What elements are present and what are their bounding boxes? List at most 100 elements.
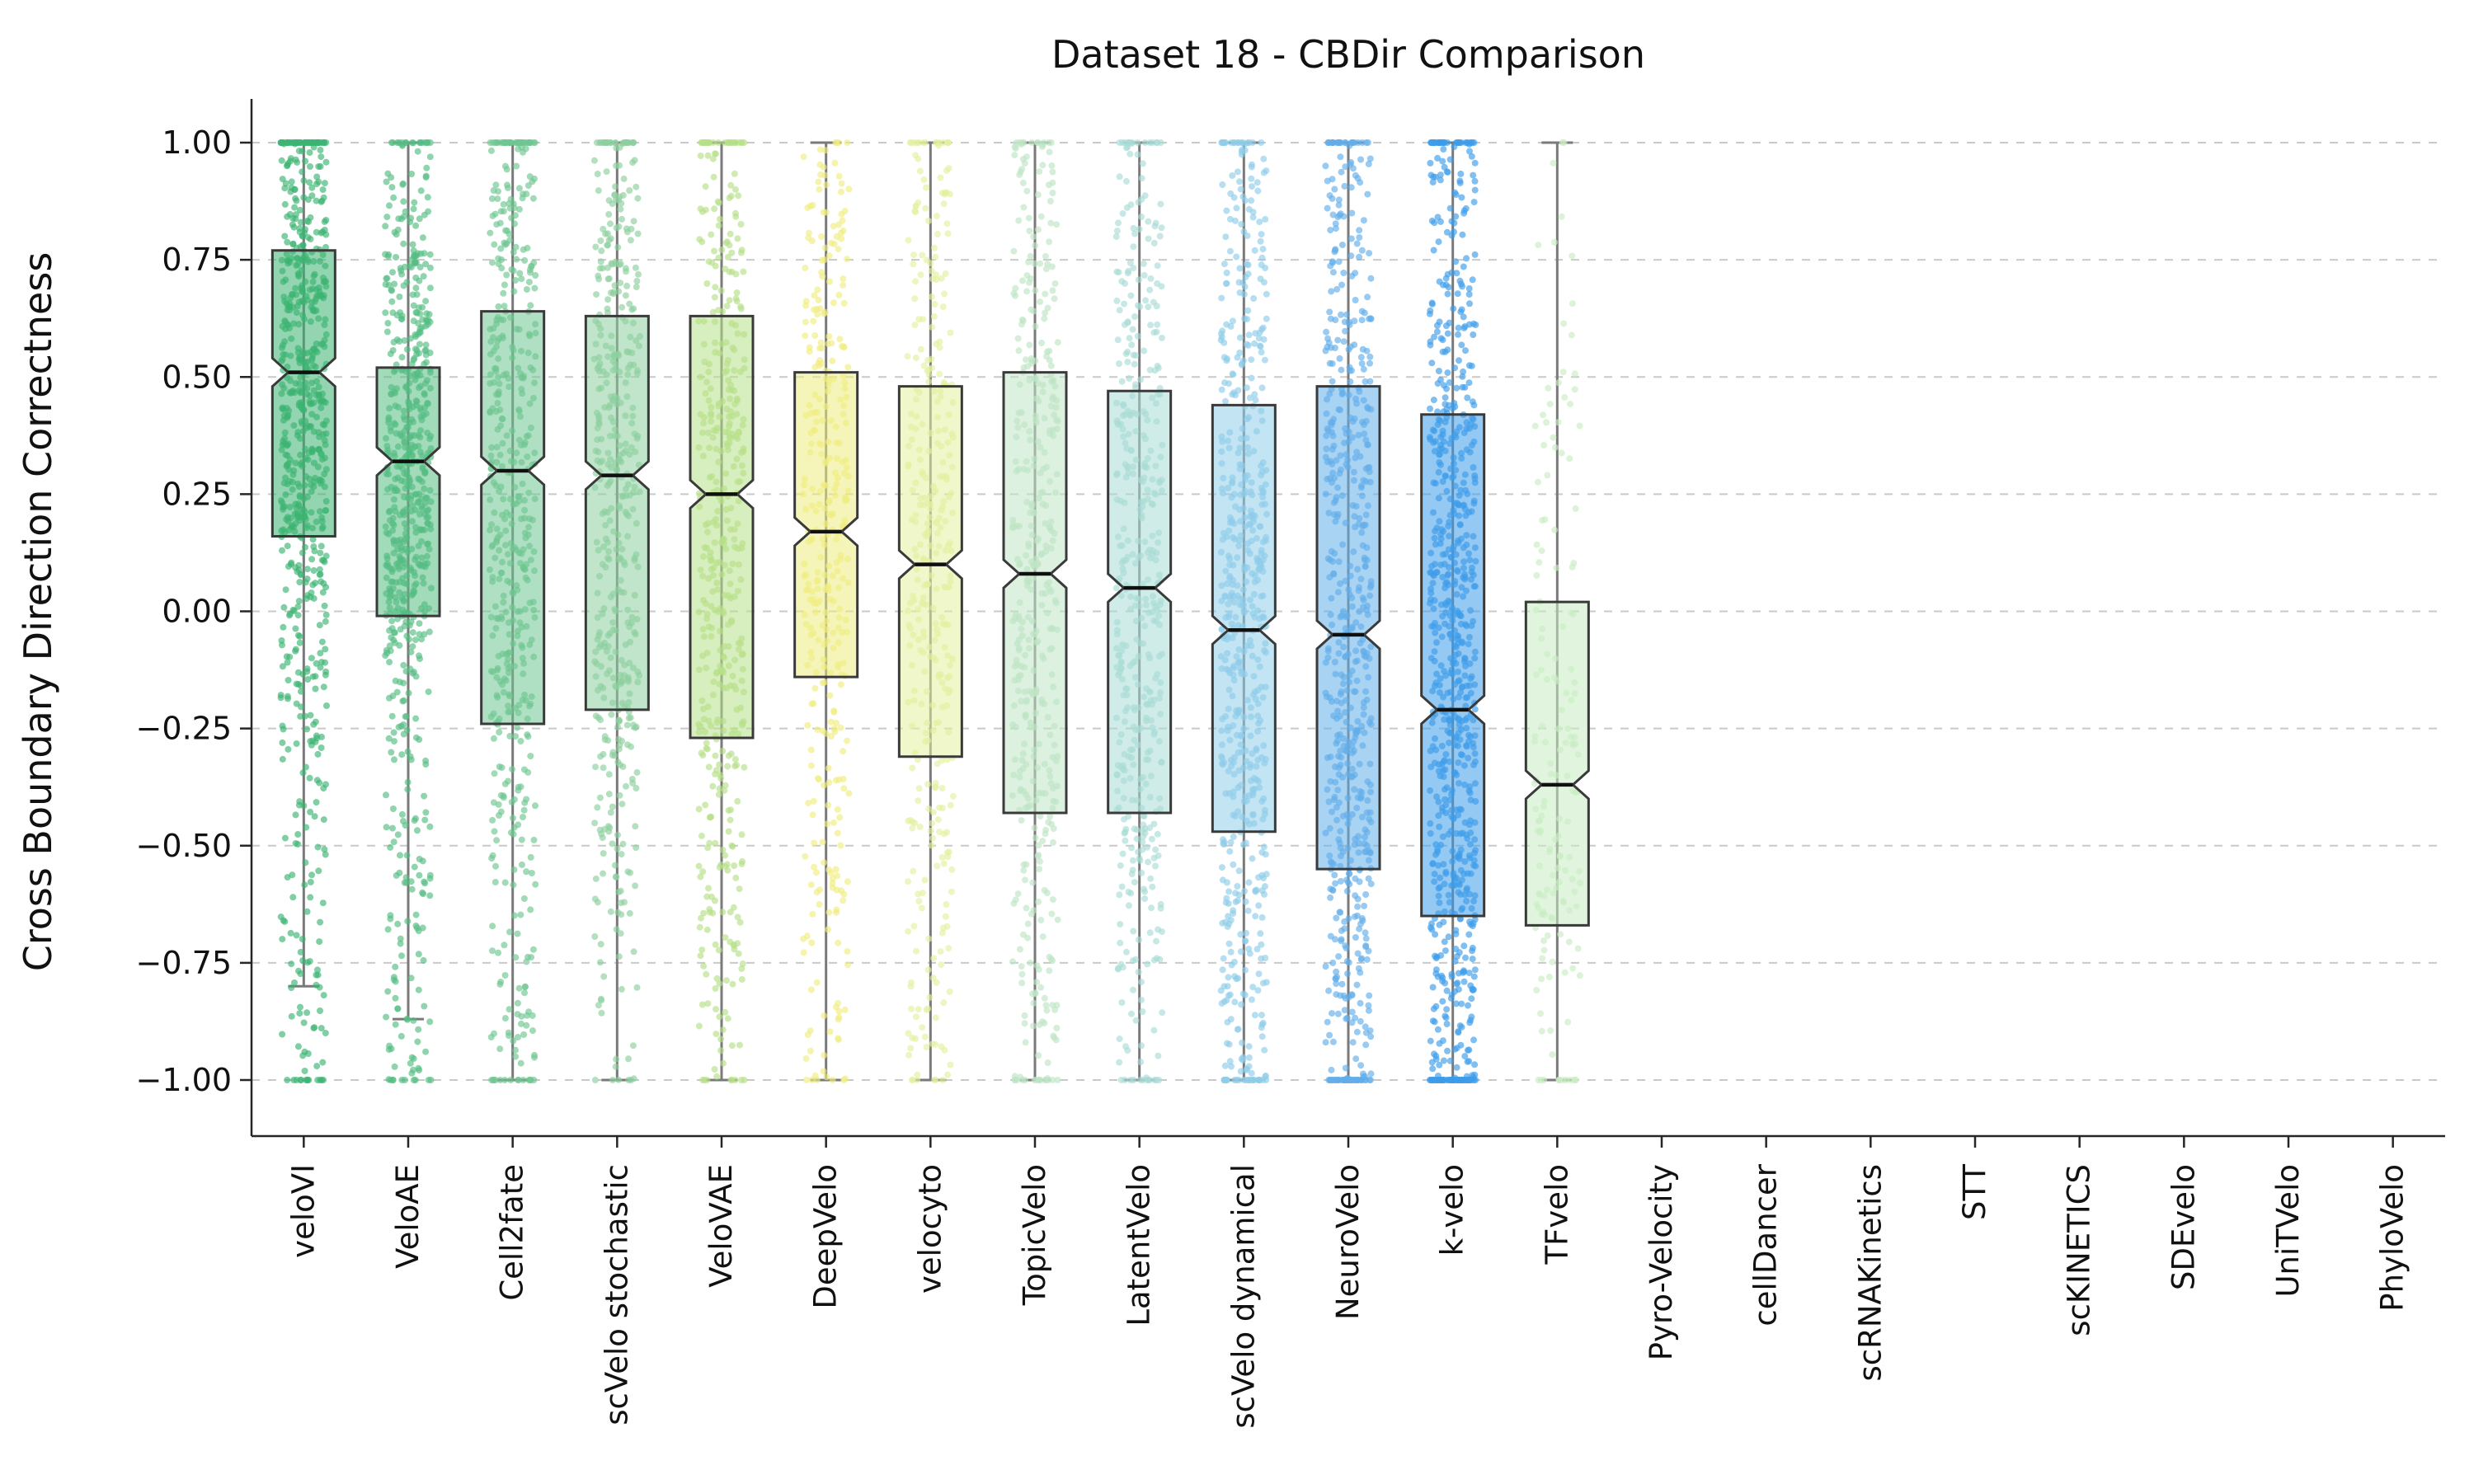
data-point: [934, 414, 941, 421]
data-point: [611, 862, 618, 869]
data-point: [299, 242, 307, 248]
data-point: [943, 476, 950, 483]
data-point: [422, 261, 430, 268]
data-point: [622, 292, 629, 299]
data-point: [390, 538, 397, 545]
data-point: [810, 317, 817, 325]
data-point: [604, 554, 611, 561]
data-point: [623, 268, 629, 275]
data-point: [1120, 777, 1127, 784]
data-point: [606, 667, 613, 674]
data-point: [598, 247, 605, 255]
data-point: [1116, 739, 1123, 746]
data-point: [613, 144, 620, 152]
data-point: [302, 859, 309, 866]
data-point: [935, 673, 943, 680]
data-point: [424, 400, 431, 407]
data-point: [1038, 789, 1046, 796]
data-point: [929, 809, 937, 816]
data-point: [425, 540, 432, 547]
data-point: [735, 561, 742, 568]
data-point: [906, 139, 914, 146]
box-group-TopicVelo: [1002, 139, 1068, 1083]
data-point: [729, 672, 736, 679]
data-point: [1038, 652, 1046, 660]
data-point: [1018, 625, 1025, 632]
data-point: [702, 521, 709, 528]
data-point: [919, 600, 926, 608]
data-point: [321, 558, 328, 566]
data-point: [631, 157, 638, 164]
data-point: [1141, 139, 1149, 146]
data-point: [322, 611, 330, 618]
data-point: [1047, 518, 1055, 525]
data-point: [1132, 456, 1140, 463]
data-point: [306, 179, 313, 186]
data-point: [821, 147, 829, 154]
data-point: [938, 853, 946, 861]
data-point: [526, 173, 534, 181]
data-point: [1254, 656, 1262, 664]
data-point: [315, 163, 322, 170]
data-point: [501, 942, 508, 949]
data-point: [939, 303, 947, 311]
data-point: [311, 308, 318, 315]
data-point: [911, 295, 919, 303]
data-point: [508, 798, 515, 805]
data-point: [1028, 522, 1035, 529]
data-point: [719, 717, 727, 725]
data-point: [736, 918, 744, 926]
data-point: [293, 932, 300, 939]
data-point: [603, 379, 610, 387]
data-point: [397, 555, 404, 562]
data-point: [602, 535, 609, 542]
data-point: [802, 621, 810, 628]
data-point: [320, 1077, 327, 1083]
data-point: [1235, 1077, 1243, 1083]
data-point: [279, 1031, 286, 1038]
data-point: [630, 1075, 637, 1082]
data-point: [523, 190, 530, 198]
data-point: [1018, 139, 1026, 146]
data-point: [1217, 548, 1225, 556]
data-point: [400, 697, 407, 704]
data-point: [1235, 784, 1242, 791]
data-point: [300, 1019, 308, 1026]
data-point: [1142, 435, 1150, 443]
data-point: [422, 410, 430, 417]
data-point: [726, 567, 733, 575]
data-point: [393, 254, 400, 261]
data-point: [946, 661, 953, 669]
data-point: [313, 1063, 321, 1070]
data-point: [1217, 330, 1225, 337]
data-point: [627, 237, 634, 244]
data-point: [530, 607, 538, 613]
data-point: [294, 831, 302, 838]
data-point: [319, 251, 327, 258]
data-point: [410, 247, 417, 254]
data-point: [1034, 438, 1042, 445]
data-point: [1233, 731, 1240, 739]
data-point: [400, 730, 407, 738]
data-point: [944, 1071, 952, 1078]
data-point: [529, 1027, 536, 1035]
data-point: [1225, 940, 1233, 947]
data-point: [1017, 168, 1024, 176]
data-point: [403, 472, 411, 479]
data-point: [714, 139, 722, 146]
data-point: [499, 558, 506, 566]
data-point: [281, 434, 289, 442]
data-point: [705, 369, 713, 376]
data-point: [630, 218, 637, 225]
data-point: [302, 157, 309, 165]
data-point: [801, 476, 808, 482]
data-point: [1042, 252, 1049, 260]
data-point: [293, 1077, 300, 1083]
strip-points: [1112, 139, 1166, 1083]
data-point: [912, 209, 920, 216]
data-point: [524, 182, 532, 190]
data-point: [593, 291, 600, 298]
data-point: [1031, 260, 1038, 267]
data-point: [1126, 259, 1134, 266]
data-point: [1236, 178, 1243, 186]
